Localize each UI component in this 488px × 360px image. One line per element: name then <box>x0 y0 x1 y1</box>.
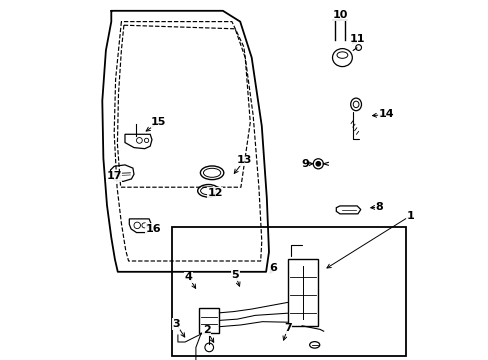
Text: 17: 17 <box>106 171 122 181</box>
Text: 2: 2 <box>203 325 210 336</box>
Text: 3: 3 <box>172 319 180 329</box>
Text: 7: 7 <box>283 323 291 333</box>
Circle shape <box>316 162 320 166</box>
Text: 4: 4 <box>184 272 192 282</box>
Text: 14: 14 <box>378 109 394 120</box>
Text: 13: 13 <box>236 155 252 165</box>
Text: 5: 5 <box>231 270 239 280</box>
Text: 16: 16 <box>146 224 161 234</box>
Text: 12: 12 <box>207 188 222 198</box>
Text: 10: 10 <box>331 10 347 20</box>
Text: 15: 15 <box>151 117 166 127</box>
Text: 8: 8 <box>375 202 383 212</box>
Text: 6: 6 <box>269 263 277 273</box>
Text: 11: 11 <box>349 34 365 44</box>
Bar <box>199 308 219 333</box>
Text: 9: 9 <box>301 159 308 169</box>
Bar <box>172 227 406 356</box>
Bar <box>287 259 318 326</box>
Text: 1: 1 <box>406 211 413 221</box>
